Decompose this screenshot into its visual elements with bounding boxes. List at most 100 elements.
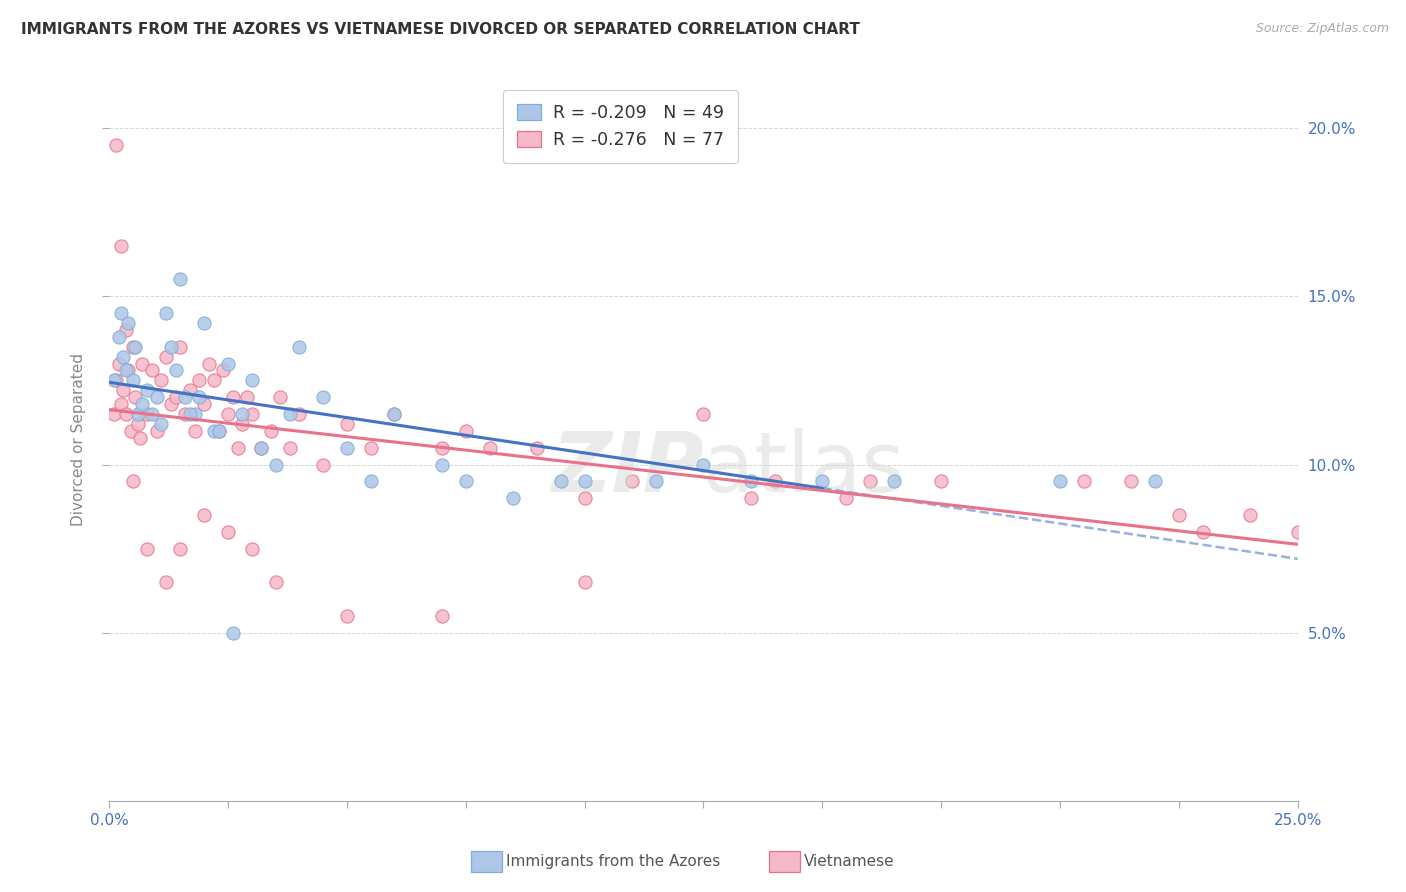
Point <box>112 384 135 398</box>
Point <box>1239 508 1261 522</box>
Point <box>165 390 187 404</box>
Point <box>136 384 159 398</box>
Point <box>336 441 359 455</box>
Point <box>198 357 221 371</box>
Point <box>1121 475 1143 489</box>
Point <box>217 357 239 371</box>
Text: Source: ZipAtlas.com: Source: ZipAtlas.com <box>1256 22 1389 36</box>
Point <box>692 407 714 421</box>
Point <box>478 441 501 455</box>
Point <box>312 458 335 472</box>
Point <box>835 491 858 506</box>
Point <box>131 357 153 371</box>
Point <box>336 609 359 624</box>
Point <box>360 475 382 489</box>
Point <box>550 475 572 489</box>
Point <box>174 407 197 421</box>
Point <box>231 407 253 421</box>
Point <box>202 424 225 438</box>
Point <box>260 424 283 438</box>
Point <box>114 363 136 377</box>
Point <box>1049 475 1071 489</box>
Point <box>502 491 524 506</box>
Point <box>1073 475 1095 489</box>
Point <box>574 491 596 506</box>
Point <box>207 424 229 438</box>
Point <box>155 575 177 590</box>
Point <box>184 407 207 421</box>
Point <box>430 609 453 624</box>
Point <box>222 625 245 640</box>
Point <box>1191 524 1213 539</box>
Point <box>360 441 382 455</box>
Point <box>1167 508 1189 522</box>
Point <box>222 390 245 404</box>
Legend: R = -0.209   N = 49, R = -0.276   N = 77: R = -0.209 N = 49, R = -0.276 N = 77 <box>502 90 738 162</box>
Point <box>114 323 136 337</box>
Point <box>278 441 301 455</box>
Point <box>231 417 253 431</box>
Text: Immigrants from the Azores: Immigrants from the Azores <box>506 855 720 869</box>
Point <box>574 575 596 590</box>
Point <box>288 340 311 354</box>
Point <box>278 407 301 421</box>
Point <box>250 441 273 455</box>
Point <box>811 475 834 489</box>
Point <box>169 541 191 556</box>
Point <box>250 441 273 455</box>
Point <box>240 407 263 421</box>
Point <box>264 575 287 590</box>
Point <box>193 508 215 522</box>
Point <box>107 357 129 371</box>
Point <box>131 397 153 411</box>
Point <box>124 340 146 354</box>
Point <box>859 475 882 489</box>
Y-axis label: Divorced or Separated: Divorced or Separated <box>72 353 86 525</box>
Point <box>136 407 159 421</box>
Point <box>105 373 128 387</box>
Point <box>105 137 128 152</box>
Point <box>240 373 263 387</box>
Point <box>454 424 477 438</box>
Point <box>212 363 235 377</box>
Point <box>141 407 163 421</box>
Point <box>155 350 177 364</box>
Point <box>1286 524 1309 539</box>
Point <box>112 350 135 364</box>
Text: atlas: atlas <box>703 428 905 508</box>
Point <box>217 407 239 421</box>
Point <box>122 340 145 354</box>
Point <box>120 424 142 438</box>
Point <box>621 475 644 489</box>
Point <box>160 340 183 354</box>
Point <box>740 475 762 489</box>
Point <box>288 407 311 421</box>
Point <box>526 441 548 455</box>
Point <box>145 390 167 404</box>
Point <box>184 424 207 438</box>
Point <box>110 397 132 411</box>
Point <box>430 441 453 455</box>
Point <box>127 407 149 421</box>
Point <box>110 306 132 320</box>
Text: Vietnamese: Vietnamese <box>804 855 894 869</box>
Point <box>129 431 152 445</box>
Point <box>763 475 786 489</box>
Point <box>110 238 132 252</box>
Point <box>103 407 125 421</box>
Point <box>145 424 167 438</box>
Point <box>883 475 905 489</box>
Point <box>117 316 139 330</box>
Point <box>122 475 145 489</box>
Point <box>188 390 211 404</box>
Text: IMMIGRANTS FROM THE AZORES VS VIETNAMESE DIVORCED OR SEPARATED CORRELATION CHART: IMMIGRANTS FROM THE AZORES VS VIETNAMESE… <box>21 22 860 37</box>
Point <box>155 306 177 320</box>
Point <box>929 475 952 489</box>
Point <box>127 417 149 431</box>
Point <box>107 329 129 343</box>
Point <box>264 458 287 472</box>
Point <box>150 373 173 387</box>
Point <box>169 272 191 286</box>
Point <box>217 524 239 539</box>
Point <box>336 417 359 431</box>
